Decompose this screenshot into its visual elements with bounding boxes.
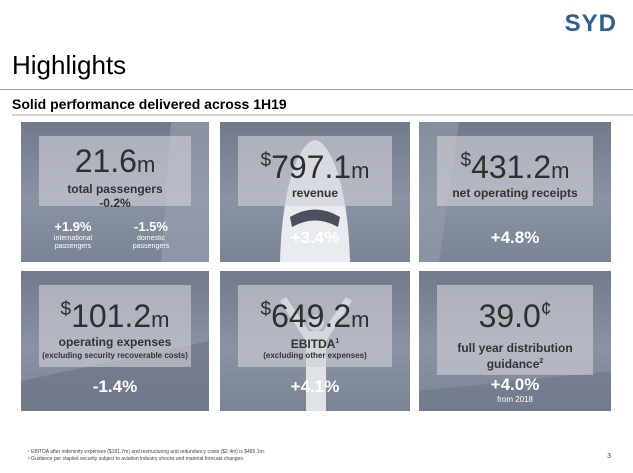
passengers-change: -0.2% bbox=[99, 196, 131, 210]
nor-change: +4.8% bbox=[490, 228, 540, 247]
opex-change: -1.4% bbox=[92, 377, 138, 396]
opex-value: $101.2m bbox=[60, 298, 170, 334]
revenue-change: +3.4% bbox=[290, 228, 340, 247]
ebitda-inner-box bbox=[238, 285, 392, 367]
ebitda-value: $649.2m bbox=[260, 298, 370, 334]
domestic-label-1: domestic bbox=[136, 235, 165, 242]
passengers-panel: 21.6m total passengers -0.2% +1.9% inter… bbox=[21, 122, 209, 262]
aircraft-photo-fragment bbox=[419, 371, 611, 411]
revenue-label: revenue bbox=[291, 186, 339, 200]
footnotes: ¹ EBITDA after indemnity expenses ($181.… bbox=[28, 449, 265, 463]
passengers-inner-box bbox=[39, 136, 191, 206]
ebitda-change: +4.1% bbox=[290, 377, 340, 396]
syd-logo: SYD bbox=[564, 10, 617, 37]
revenue-panel: $797.1m revenue +3.4% bbox=[220, 122, 410, 262]
international-label-1: international bbox=[53, 235, 93, 242]
distribution-inner-box bbox=[437, 285, 593, 375]
page-number: 3 bbox=[607, 453, 611, 460]
revenue-value: $797.1m bbox=[260, 149, 370, 185]
opex-note: (excluding security recoverable costs) bbox=[42, 351, 188, 360]
distribution-label-1: full year distribution bbox=[457, 341, 573, 355]
nor-value: $431.2m bbox=[460, 149, 570, 185]
opex-panel: $101.2m operating expenses (excluding se… bbox=[21, 271, 209, 411]
footnote-1: ¹ EBITDA after indemnity expenses ($181.… bbox=[28, 449, 266, 455]
nor-panel: $431.2m net operating receipts +4.8% bbox=[419, 122, 611, 262]
ebitda-panel: $649.2m EBITDA1 (excluding other expense… bbox=[220, 271, 410, 411]
distribution-change: +4.0% bbox=[490, 375, 540, 394]
domestic-passengers-stat: -1.5% domestic passengers bbox=[121, 219, 181, 251]
ebitda-note: (excluding other expenses) bbox=[263, 351, 367, 360]
distribution-value: 39.0¢ bbox=[478, 298, 552, 334]
opex-inner-box bbox=[39, 285, 191, 367]
passengers-value: 21.6m bbox=[74, 143, 156, 179]
ebitda-label: EBITDA1 bbox=[290, 337, 340, 351]
nor-label: net operating receipts bbox=[452, 186, 578, 200]
page-subtitle: Solid performance delivered across 1H19 bbox=[12, 96, 287, 112]
international-value: +1.9% bbox=[54, 219, 92, 234]
international-label-2: passengers bbox=[54, 243, 92, 250]
page-title: Highlights bbox=[12, 50, 127, 80]
distribution-label-2: guidance2 bbox=[486, 357, 544, 371]
opex-label: operating expenses bbox=[58, 335, 172, 349]
subtitle-divider bbox=[12, 114, 633, 116]
revenue-inner-box bbox=[238, 136, 392, 206]
title-divider bbox=[0, 89, 633, 90]
domestic-label-2: passengers bbox=[132, 243, 170, 250]
international-passengers-stat: +1.9% international passengers bbox=[43, 219, 103, 251]
distribution-panel: 39.0¢ full year distribution guidance2 +… bbox=[419, 271, 611, 411]
passengers-label: total passengers bbox=[67, 182, 163, 196]
footnote-2: ² Guidance per stapled security subject … bbox=[28, 456, 245, 462]
domestic-value: -1.5% bbox=[134, 219, 168, 234]
distribution-from: from 2018 bbox=[496, 395, 534, 404]
nor-inner-box bbox=[437, 136, 593, 206]
